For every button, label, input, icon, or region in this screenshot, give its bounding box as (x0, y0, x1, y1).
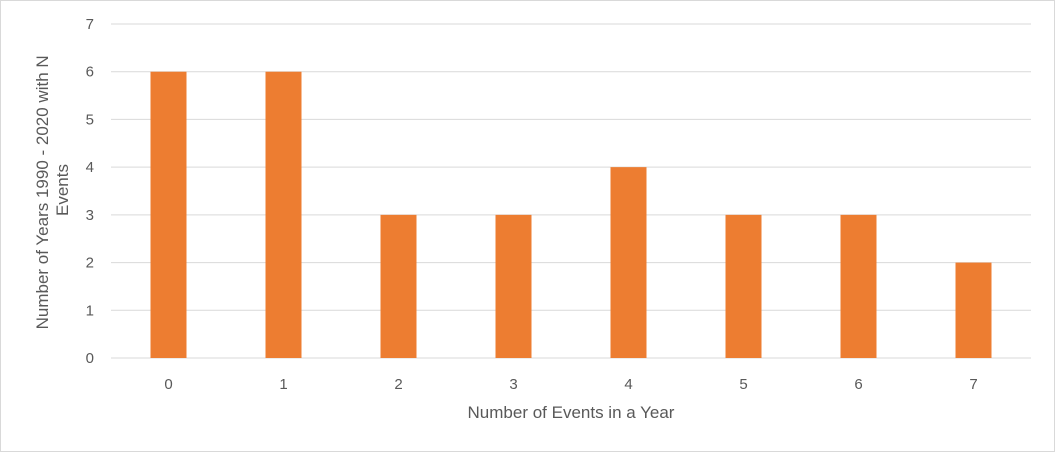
y-tick-label-3: 3 (86, 207, 94, 224)
bar-1 (265, 71, 302, 358)
bar-4 (610, 167, 647, 358)
y-tick-label-4: 4 (86, 159, 94, 176)
y-tick-label-6: 6 (86, 64, 94, 81)
x-tick-label-1: 1 (279, 376, 287, 393)
y-tick-label-5: 5 (86, 111, 94, 128)
bar-3 (495, 214, 532, 358)
x-tick-label-5: 5 (739, 376, 747, 393)
y-axis-ticks: 0 1 2 3 4 5 6 7 (86, 16, 94, 367)
x-axis-title: Number of Events in a Year (468, 403, 675, 422)
gridlines (111, 23, 1031, 359)
y-tick-label-1: 1 (86, 302, 94, 319)
bar-6 (840, 214, 877, 358)
bar-2 (380, 214, 417, 358)
x-tick-label-2: 2 (394, 376, 402, 393)
y-tick-label-2: 2 (86, 255, 94, 272)
x-tick-label-0: 0 (164, 376, 172, 393)
y-tick-label-0: 0 (86, 350, 94, 367)
x-tick-label-4: 4 (624, 376, 632, 393)
x-tick-label-7: 7 (969, 376, 977, 393)
x-tick-label-3: 3 (509, 376, 517, 393)
y-axis-title-line-1: Number of Years 1990 - 2020 with N (33, 55, 52, 329)
y-axis-title-line-2: Events (53, 164, 72, 216)
bars (150, 71, 992, 358)
bar-7 (955, 262, 992, 358)
y-axis-title: Number of Years 1990 - 2020 with N Event… (33, 51, 72, 330)
x-axis-ticks: 0 1 2 3 4 5 6 7 (164, 376, 977, 393)
bar-5 (725, 214, 762, 358)
x-tick-label-6: 6 (854, 376, 862, 393)
y-tick-label-7: 7 (86, 16, 94, 33)
bar-0 (150, 71, 187, 358)
